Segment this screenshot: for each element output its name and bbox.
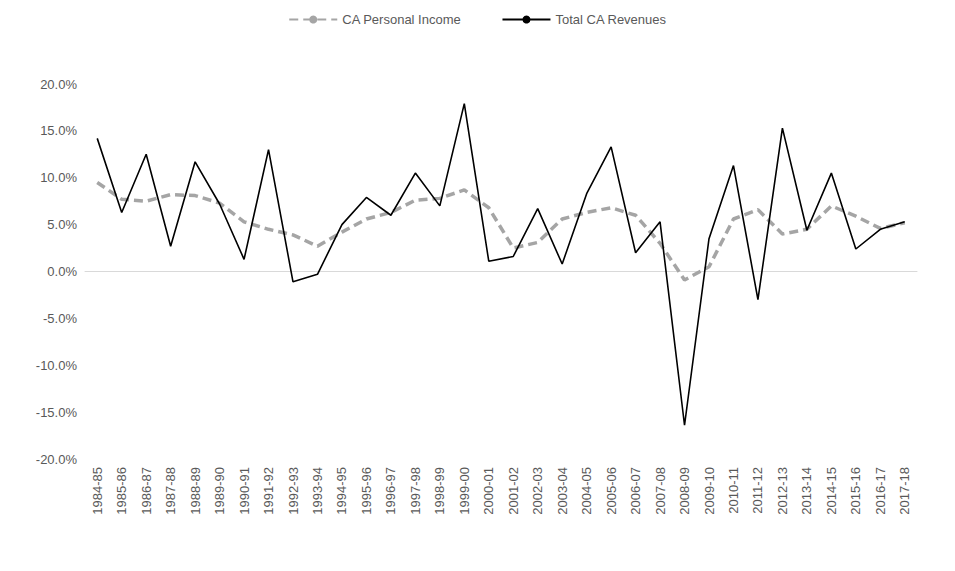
svg-text:2009-10: 2009-10 (702, 467, 717, 515)
svg-text:1999-00: 1999-00 (457, 467, 472, 515)
svg-text:2011-12: 2011-12 (750, 467, 765, 514)
svg-text:1994-95: 1994-95 (334, 467, 349, 515)
svg-text:1984-85: 1984-85 (90, 467, 105, 515)
svg-text:1990-91: 1990-91 (237, 467, 252, 515)
svg-text:1989-90: 1989-90 (212, 467, 227, 515)
svg-text:2004-05: 2004-05 (579, 467, 594, 515)
svg-text:1987-88: 1987-88 (163, 467, 178, 515)
svg-text:CA Personal Income: CA Personal Income (342, 12, 461, 27)
svg-text:-20.0%: -20.0% (36, 452, 78, 467)
svg-text:2010-11: 2010-11 (726, 467, 741, 514)
svg-text:1986-87: 1986-87 (139, 467, 154, 515)
svg-text:2000-01: 2000-01 (481, 467, 496, 515)
svg-text:20.0%: 20.0% (40, 77, 77, 92)
svg-text:-15.0%: -15.0% (36, 405, 78, 420)
svg-text:2012-13: 2012-13 (775, 467, 790, 515)
svg-text:2006-07: 2006-07 (628, 467, 643, 515)
svg-text:1991-92: 1991-92 (261, 467, 276, 515)
svg-text:1985-86: 1985-86 (114, 467, 129, 515)
svg-text:2016-17: 2016-17 (873, 467, 888, 515)
svg-text:2008-09: 2008-09 (677, 467, 692, 515)
svg-text:1988-89: 1988-89 (188, 467, 203, 515)
svg-text:2014-15: 2014-15 (824, 467, 839, 515)
svg-text:Total CA Revenues: Total CA Revenues (555, 12, 666, 27)
svg-text:1992-93: 1992-93 (286, 467, 301, 515)
svg-text:5.0%: 5.0% (47, 217, 77, 232)
svg-text:1993-94: 1993-94 (310, 467, 325, 515)
svg-text:2001-02: 2001-02 (506, 467, 521, 515)
svg-text:2015-16: 2015-16 (848, 467, 863, 515)
svg-text:2017-18: 2017-18 (897, 467, 912, 515)
svg-text:1996-97: 1996-97 (383, 467, 398, 515)
svg-text:0.0%: 0.0% (47, 264, 77, 279)
svg-text:2007-08: 2007-08 (653, 467, 668, 515)
svg-text:-10.0%: -10.0% (36, 358, 78, 373)
svg-text:2005-06: 2005-06 (604, 467, 619, 515)
svg-text:10.0%: 10.0% (40, 170, 77, 185)
svg-text:2013-14: 2013-14 (799, 467, 814, 515)
svg-text:1998-99: 1998-99 (432, 467, 447, 515)
svg-text:1995-96: 1995-96 (359, 467, 374, 515)
svg-text:1997-98: 1997-98 (408, 467, 423, 515)
svg-text:15.0%: 15.0% (40, 123, 77, 138)
svg-text:-5.0%: -5.0% (43, 311, 77, 326)
svg-text:2003-04: 2003-04 (555, 467, 570, 515)
svg-text:2002-03: 2002-03 (530, 467, 545, 515)
